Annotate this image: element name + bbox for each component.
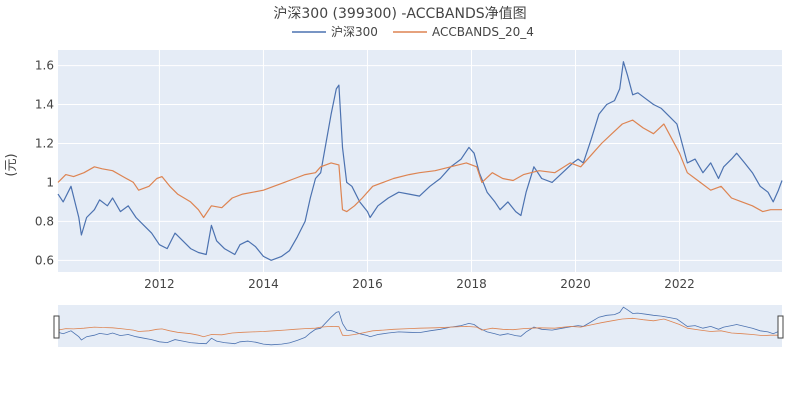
y-tick-label: 0.6 <box>35 253 54 267</box>
y-tick-label: 1.4 <box>35 98 54 112</box>
x-tick-label: 2014 <box>248 277 279 291</box>
series-line-0 <box>57 61 783 261</box>
range-slider-series <box>57 306 783 346</box>
y-tick-label: 1 <box>46 175 54 189</box>
legend-label-0: 沪深300 <box>331 25 378 39</box>
range-slider-line-1 <box>57 317 782 338</box>
series-lines <box>57 61 783 261</box>
range-slider-handle-right[interactable] <box>777 315 784 339</box>
x-tick-label: 2016 <box>352 277 383 291</box>
range-slider-line-0 <box>57 306 783 346</box>
x-tick-label: 2012 <box>144 277 175 291</box>
x-tick-label: 2018 <box>456 277 487 291</box>
y-axis-label: (元) <box>4 153 19 176</box>
legend[interactable]: 沪深300 ACCBANDS_20_4 <box>292 25 534 39</box>
x-tick-label: 2020 <box>560 277 591 291</box>
chart-title: 沪深300 (399300) -ACCBANDS净值图 <box>273 6 526 22</box>
range-slider-handle-left[interactable] <box>53 315 60 339</box>
x-tick-label: 2022 <box>664 277 695 291</box>
x-axis-ticks: 2012 2014 2016 2018 2020 2022 <box>144 277 695 291</box>
y-tick-label: 0.8 <box>35 214 54 228</box>
plot-area[interactable] <box>58 50 782 272</box>
y-tick-label: 1.2 <box>35 136 54 150</box>
series-line-1 <box>57 119 782 219</box>
range-slider-track[interactable] <box>58 305 782 347</box>
range-slider[interactable] <box>53 305 784 347</box>
y-gridlines <box>58 65 782 261</box>
y-tick-label: 1.6 <box>35 59 54 73</box>
y-axis-ticks: 0.6 0.8 1 1.2 1.4 1.6 <box>35 59 54 268</box>
legend-label-1: ACCBANDS_20_4 <box>432 25 534 39</box>
